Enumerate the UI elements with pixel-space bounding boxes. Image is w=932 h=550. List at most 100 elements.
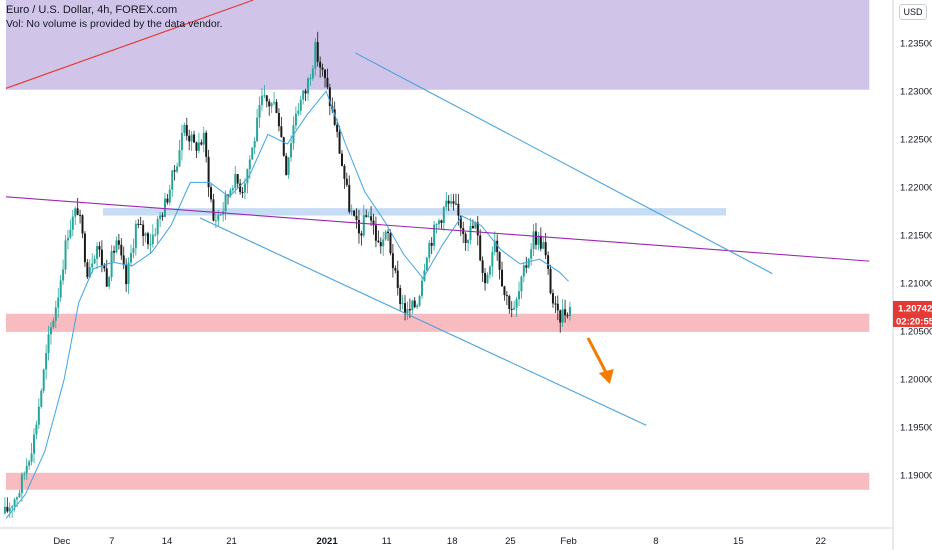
last-price-label: 1.20742 <box>898 303 932 314</box>
candle-body <box>561 309 564 323</box>
candle-body <box>459 215 462 229</box>
candle-body <box>345 178 348 185</box>
candle-body <box>484 272 487 284</box>
candle-body <box>447 200 450 204</box>
candle-body <box>260 95 263 105</box>
candle-body <box>103 265 106 269</box>
red-lower-zone <box>6 472 870 490</box>
channel-lower-line <box>199 217 647 426</box>
candle <box>168 184 171 206</box>
candle-body <box>132 248 135 253</box>
candle <box>539 227 542 252</box>
candle <box>462 221 465 244</box>
candle <box>413 297 416 309</box>
candle-body <box>486 274 489 284</box>
candle <box>231 184 234 194</box>
candle-body <box>13 499 16 507</box>
candle-body <box>437 220 440 225</box>
candle-body <box>243 183 246 193</box>
candle-body <box>294 113 297 126</box>
candle <box>33 428 35 464</box>
candle <box>484 268 487 291</box>
candle <box>74 206 77 225</box>
candle <box>309 74 312 86</box>
candle <box>42 368 45 394</box>
candle <box>324 69 326 88</box>
candle <box>360 230 363 246</box>
candle-body <box>428 242 431 258</box>
candle-body <box>62 269 65 281</box>
candle-body <box>362 215 365 236</box>
candle <box>348 175 351 214</box>
candle-body <box>74 208 77 217</box>
red-trendline <box>5 0 254 89</box>
candle <box>503 285 506 301</box>
candle-body <box>110 250 113 278</box>
candle-body <box>185 125 188 136</box>
candle <box>273 91 276 106</box>
candle <box>447 195 450 211</box>
candle-body <box>355 215 358 221</box>
candle <box>568 301 571 321</box>
candle <box>314 37 317 76</box>
candle-body <box>205 132 208 157</box>
candle-body <box>559 310 562 323</box>
candle <box>532 224 535 256</box>
candle <box>30 443 33 466</box>
candle <box>486 272 489 284</box>
candle-body <box>96 246 99 259</box>
candle <box>328 83 331 116</box>
candle <box>457 193 460 226</box>
candle-body <box>156 218 159 235</box>
price-tick-label: 1.21000 <box>900 279 932 290</box>
candle <box>428 239 431 263</box>
candle-body <box>314 42 317 69</box>
candle <box>561 298 564 327</box>
candle <box>190 130 193 151</box>
candle <box>256 108 259 143</box>
candle-body <box>479 235 482 261</box>
candle <box>25 458 28 480</box>
candle-body <box>214 220 217 222</box>
candle <box>353 210 356 217</box>
candle <box>326 68 329 90</box>
time-tick-label: 25 <box>505 536 516 547</box>
candle <box>76 197 79 216</box>
candle-body <box>125 265 128 285</box>
candle-body <box>231 188 234 191</box>
currency-button[interactable]: USD <box>899 4 927 20</box>
candle-body <box>234 174 237 189</box>
candle-body <box>488 266 491 275</box>
candle <box>37 398 40 429</box>
candle-body <box>556 303 559 311</box>
candle <box>387 229 390 241</box>
candle <box>195 141 198 158</box>
candle-body <box>433 224 436 246</box>
candle <box>496 234 499 261</box>
candle-body <box>163 198 166 217</box>
candle <box>49 321 52 345</box>
candle <box>91 253 94 274</box>
candle <box>547 251 550 275</box>
candle-body <box>159 215 162 219</box>
time-tick-label: 8 <box>653 536 658 547</box>
candle-body <box>195 142 198 151</box>
candle <box>374 216 377 248</box>
candle <box>224 190 227 220</box>
candle-body <box>544 242 547 256</box>
candle-body <box>54 307 57 321</box>
candle-body <box>23 473 26 475</box>
candle <box>229 188 232 198</box>
price-tick-label: 1.20000 <box>900 375 932 386</box>
candle-body <box>49 327 52 335</box>
candle-body <box>227 194 229 196</box>
candle-body <box>76 208 79 215</box>
candle <box>321 63 324 77</box>
candle <box>396 260 399 296</box>
candle <box>433 220 436 251</box>
candle <box>144 232 147 243</box>
candle-body <box>416 305 419 308</box>
candle-body <box>508 296 511 310</box>
candle <box>493 231 496 256</box>
candle-body <box>491 252 494 267</box>
